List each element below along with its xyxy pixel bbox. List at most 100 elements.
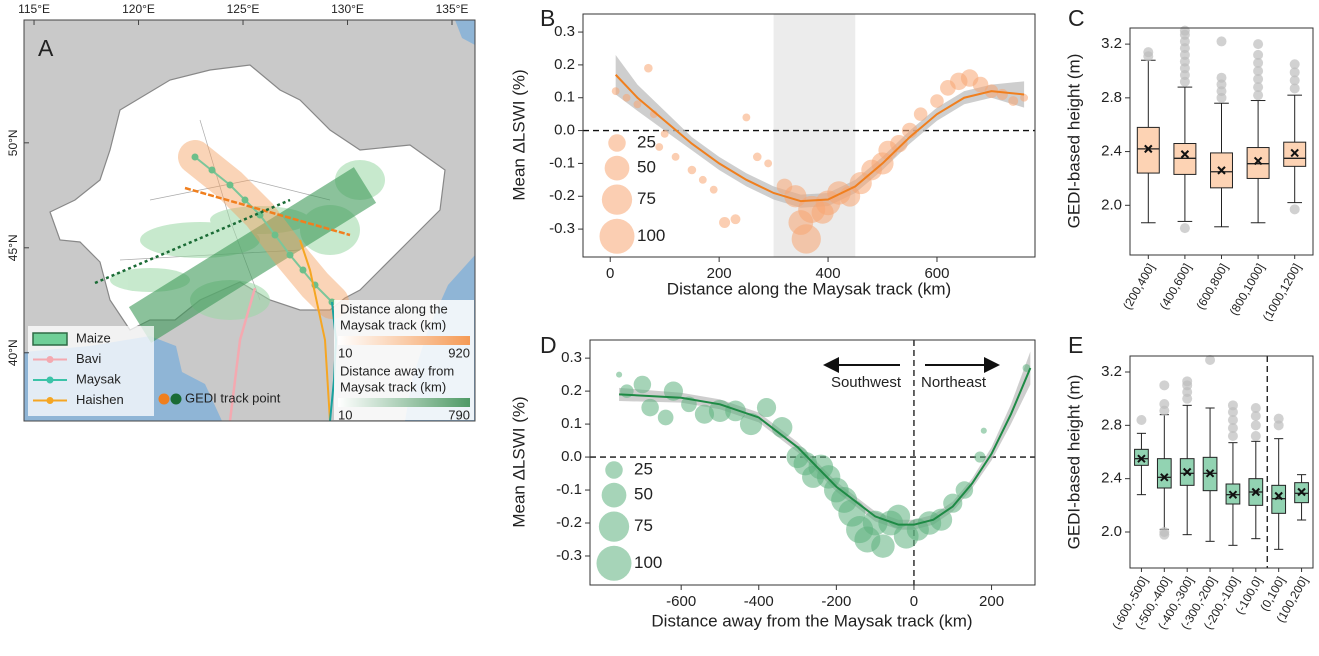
colorbar-tick-label: 10 xyxy=(338,407,352,422)
outlier xyxy=(1251,403,1261,413)
x-tick-label: 600 xyxy=(924,265,949,282)
box xyxy=(1157,459,1171,488)
size-legend-label: 75 xyxy=(634,516,653,535)
legend-swatch xyxy=(47,356,54,363)
y-tick-label: 2.8 xyxy=(1101,416,1122,433)
bubble xyxy=(981,428,987,434)
outlier xyxy=(1180,26,1190,36)
bubble xyxy=(974,452,985,463)
y-tick-label: 0.3 xyxy=(554,23,575,40)
x-tick-label: -200 xyxy=(821,593,851,610)
legend-swatch xyxy=(159,394,170,405)
outlier xyxy=(1159,399,1169,409)
size-legend-marker xyxy=(602,483,627,508)
size-legend-label: 100 xyxy=(637,226,665,245)
bubble xyxy=(699,176,707,184)
x-tick-label: (400,600] xyxy=(1157,261,1194,312)
outlier xyxy=(1274,414,1284,424)
y-tick-label: 3.2 xyxy=(1101,35,1122,52)
y-tick-label: 0.3 xyxy=(561,349,582,366)
bubble xyxy=(871,534,894,557)
x-axis-label: Distance away from the Maysak track (km) xyxy=(651,611,972,630)
bubble xyxy=(623,94,631,102)
outlier xyxy=(1217,36,1227,46)
bubble xyxy=(688,166,697,175)
y-tick-label: -0.2 xyxy=(556,514,582,531)
outlier xyxy=(1228,400,1238,410)
x-tick-label: 120°E xyxy=(122,2,155,16)
bubble xyxy=(634,100,642,108)
bubble xyxy=(612,87,620,95)
size-legend-marker xyxy=(602,184,632,214)
bubble xyxy=(930,94,944,108)
bubble xyxy=(672,153,680,161)
annotation: Southwest xyxy=(831,374,902,391)
x-tick-label: (200,400] xyxy=(1120,261,1157,312)
size-legend-label: 75 xyxy=(637,189,656,208)
outlier xyxy=(1159,527,1169,537)
legend-swatch xyxy=(171,394,182,405)
x-tick-label: 200 xyxy=(707,265,732,282)
bubble xyxy=(1008,96,1018,106)
panel-label: C xyxy=(1068,5,1085,31)
bubble xyxy=(655,143,663,151)
y-tick-label: 40°N xyxy=(6,339,20,366)
y-tick-label: -0.3 xyxy=(549,220,575,237)
bubble xyxy=(757,398,776,417)
y-tick-label: 0.0 xyxy=(554,122,575,139)
box xyxy=(1174,144,1196,175)
bubble xyxy=(997,89,1008,100)
legend-label: GEDI track point xyxy=(185,390,281,405)
size-legend-marker xyxy=(599,511,629,541)
bubble xyxy=(634,376,652,394)
bubble xyxy=(616,372,622,378)
bubble xyxy=(658,410,674,426)
x-tick-label: 125°E xyxy=(227,2,260,16)
y-tick-label: 2.4 xyxy=(1101,470,1122,487)
y-tick-label: 2.4 xyxy=(1101,143,1122,160)
x-tick-label: 400 xyxy=(816,265,841,282)
x-tick-label: -400 xyxy=(744,593,774,610)
panel-label: B xyxy=(540,5,555,31)
bubble xyxy=(719,217,730,228)
outlier xyxy=(1251,420,1261,430)
legend-label: Maysak xyxy=(76,371,121,386)
outlier xyxy=(1251,431,1261,441)
x-tick-label: (1000,1200] xyxy=(1260,261,1304,323)
x-tick-label: -600 xyxy=(666,593,696,610)
bubble xyxy=(644,64,653,73)
colorbar-tick-label: 790 xyxy=(448,407,470,422)
annotation: Northeast xyxy=(921,374,987,391)
panel-label: D xyxy=(540,332,557,358)
bubble xyxy=(710,186,718,194)
legend-swatch xyxy=(33,333,67,345)
colorbar-label: Maysak track (km) xyxy=(340,379,446,394)
y-axis-label: GEDI-based height (m) xyxy=(1064,375,1083,550)
legend-label: Bavi xyxy=(76,351,101,366)
y-tick-label: -0.1 xyxy=(549,154,575,171)
bubble xyxy=(731,214,741,224)
bubble xyxy=(740,413,762,435)
size-legend-marker xyxy=(605,156,630,181)
y-tick-label: 2.0 xyxy=(1101,196,1122,213)
y-tick-label: -0.2 xyxy=(549,187,575,204)
outlier xyxy=(1217,73,1227,83)
bubble xyxy=(661,130,669,138)
size-legend-label: 50 xyxy=(634,485,653,504)
size-legend-marker xyxy=(605,461,623,479)
y-tick-label: 2.8 xyxy=(1101,89,1122,106)
outlier xyxy=(1290,59,1300,69)
y-tick-label: -0.3 xyxy=(556,547,582,564)
size-legend-marker xyxy=(600,219,635,254)
size-legend-marker xyxy=(597,546,632,581)
colorbar xyxy=(338,398,470,407)
y-tick-label: -0.1 xyxy=(556,481,582,498)
y-tick-label: 0.1 xyxy=(561,415,582,432)
outlier xyxy=(1180,223,1190,233)
y-tick-label: 50°N xyxy=(6,129,20,156)
size-legend-label: 50 xyxy=(637,158,656,177)
colorbar-tick-label: 920 xyxy=(448,345,470,360)
outlier xyxy=(1253,39,1263,49)
x-tick-label: 0 xyxy=(606,265,614,282)
outlier xyxy=(1136,415,1146,425)
